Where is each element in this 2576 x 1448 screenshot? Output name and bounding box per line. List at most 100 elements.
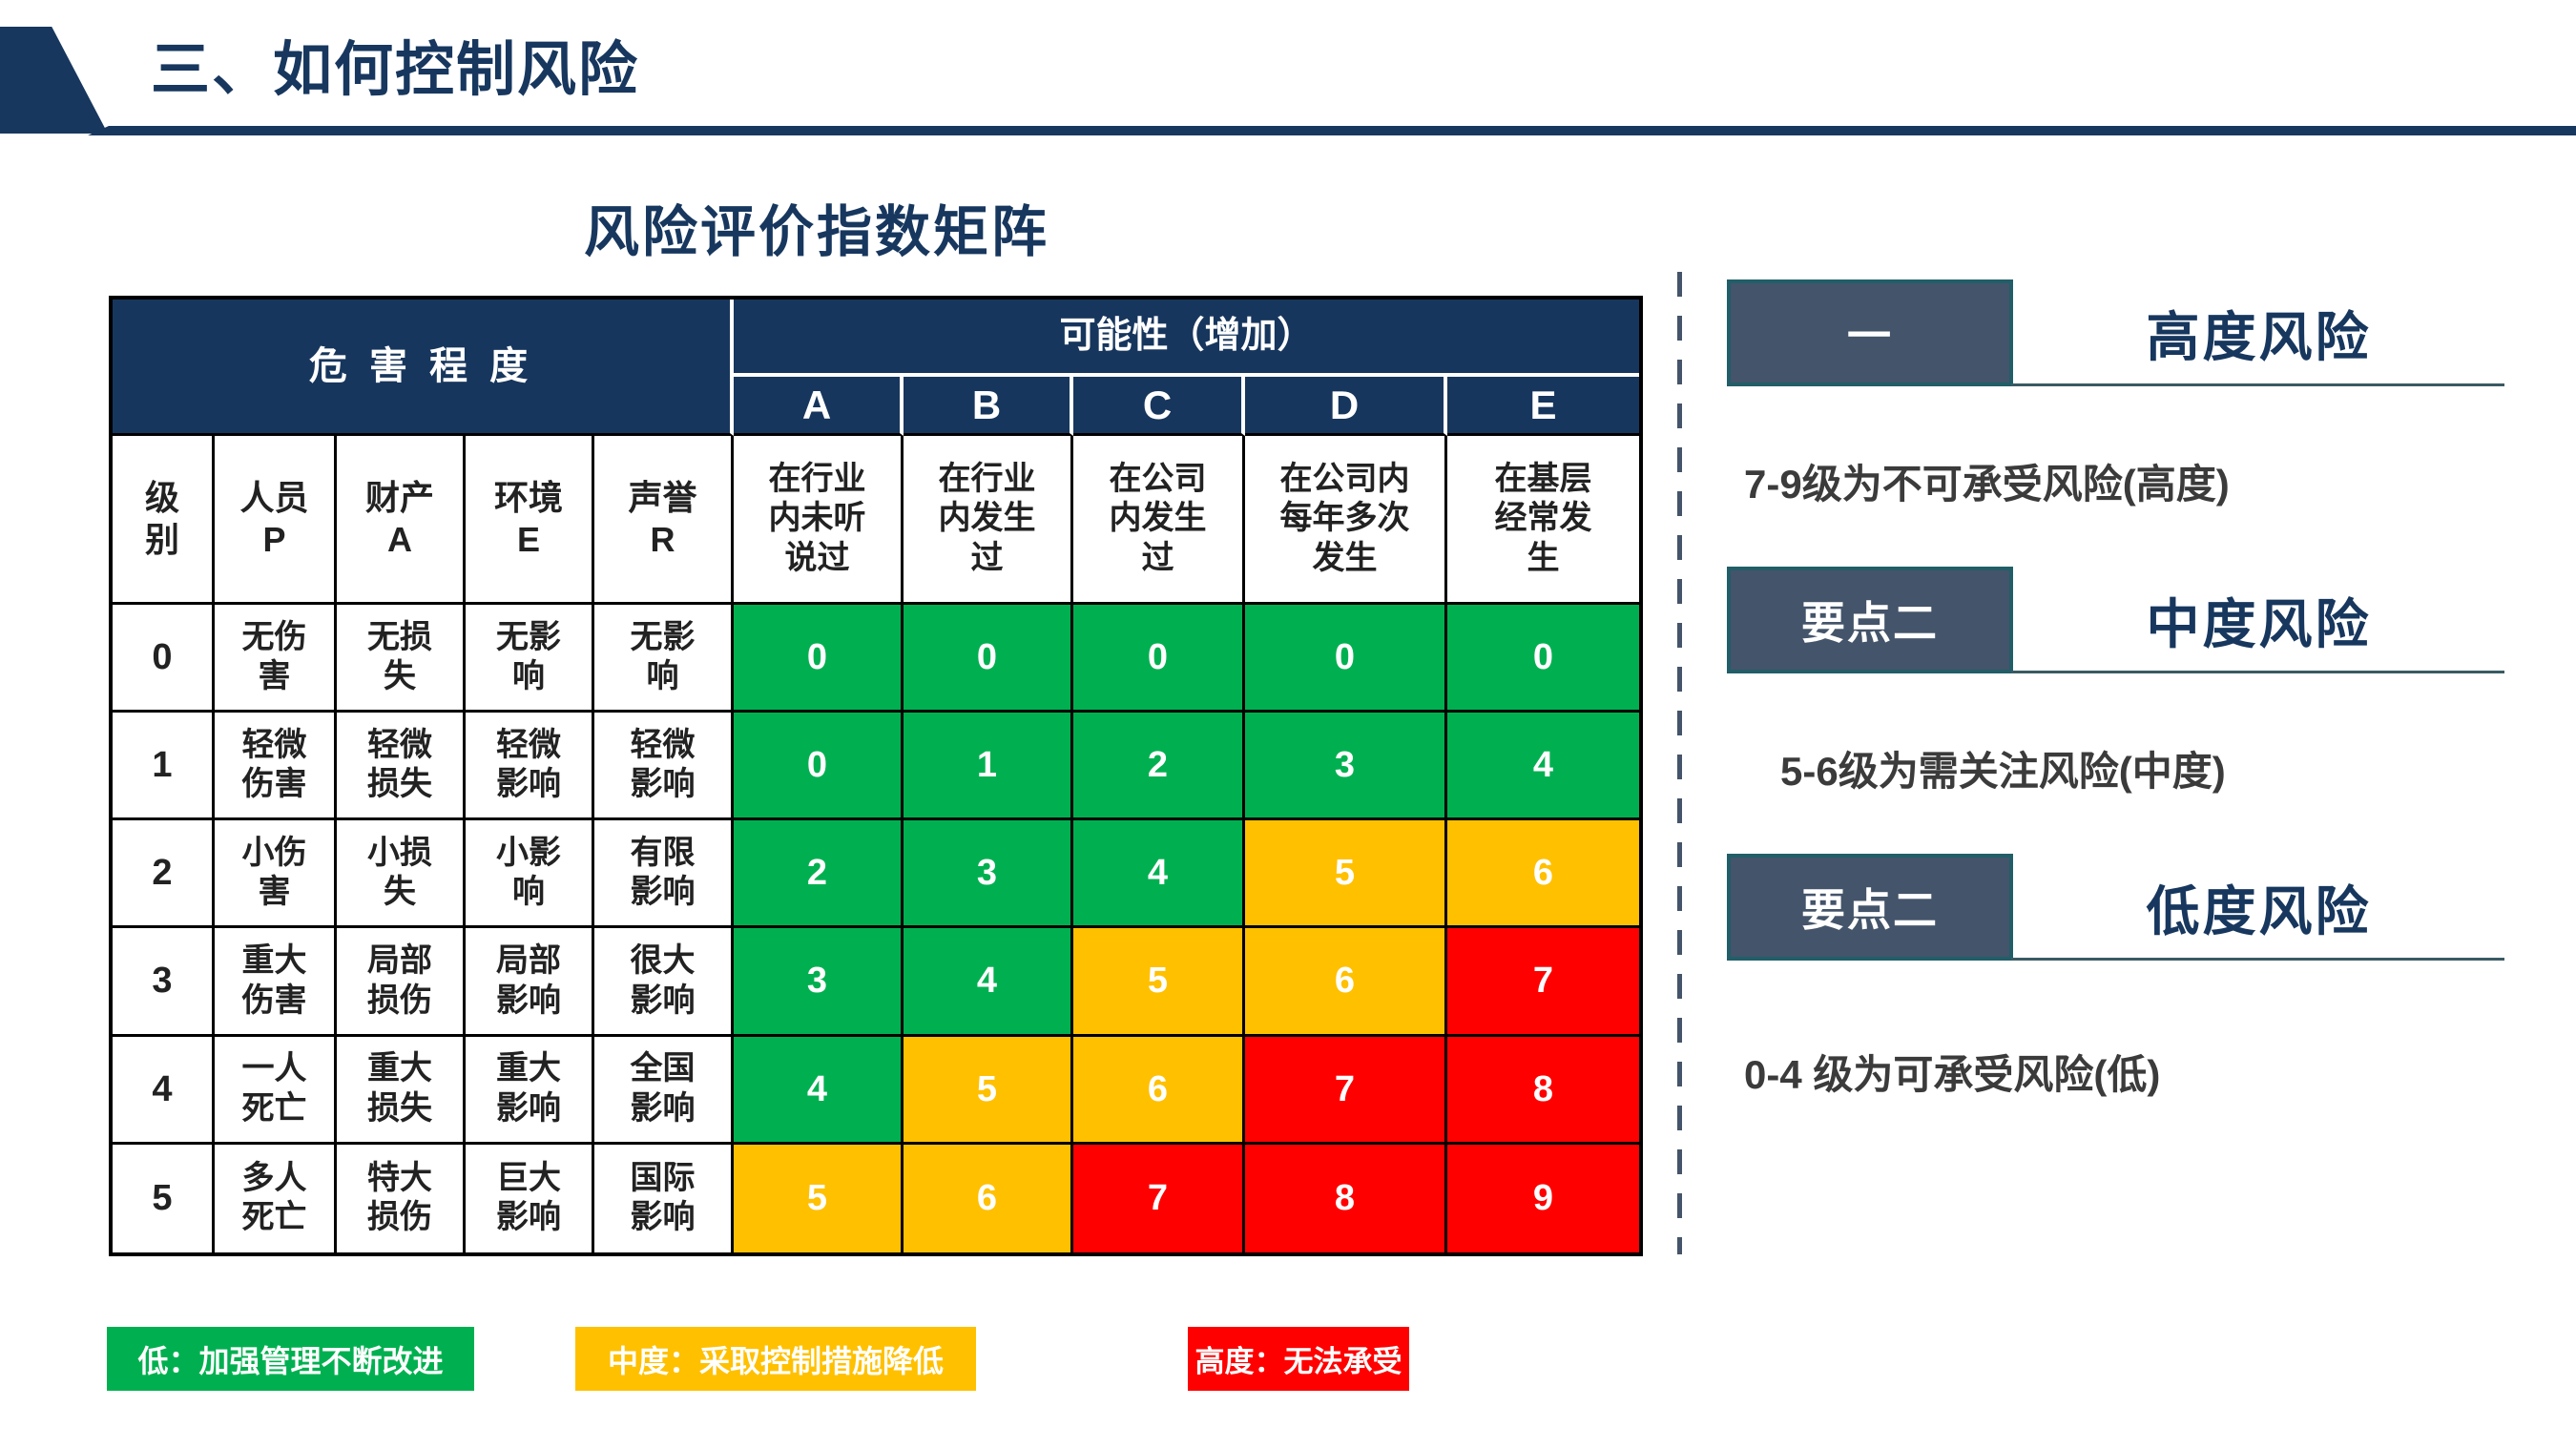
- matrix-cell-3-D: 6: [1245, 928, 1447, 1037]
- harm-col-header-4: 声誉 R: [594, 436, 734, 605]
- matrix-cell-3-C: 5: [1073, 928, 1245, 1037]
- matrix-cell-1-B: 1: [904, 713, 1073, 821]
- matrix-cell-1-A: 0: [734, 713, 904, 821]
- likelihood-desc-C: 在公司 内发生 过: [1073, 436, 1245, 605]
- harm-cell-4-2: 重大 影响: [466, 1036, 594, 1145]
- likelihood-col-C: C: [1073, 377, 1245, 436]
- harm-cell-1-3: 轻微 影响: [594, 713, 734, 821]
- level-cell-5: 5: [113, 1144, 215, 1252]
- harm-cell-5-2: 巨大 影响: [466, 1144, 594, 1252]
- matrix-cell-4-B: 5: [904, 1036, 1073, 1145]
- harm-cell-2-1: 小损 失: [337, 820, 466, 929]
- likelihood-desc-A: 在行业 内未听 说过: [734, 436, 904, 605]
- legend-high: 高度：无法承受: [1188, 1327, 1409, 1391]
- matrix-cell-4-D: 7: [1245, 1036, 1447, 1145]
- matrix-cell-3-B: 4: [904, 928, 1073, 1037]
- matrix-cell-5-E: 9: [1447, 1144, 1639, 1252]
- panel-title-low: 低度风险: [2146, 881, 2372, 941]
- likelihood-col-B: B: [904, 377, 1073, 436]
- level-cell-0: 0: [113, 605, 215, 714]
- harm-cell-1-2: 轻微 影响: [466, 713, 594, 821]
- harm-col-header-3: 环境 E: [466, 436, 594, 605]
- matrix-cell-5-B: 6: [904, 1144, 1073, 1252]
- harm-cell-2-0: 小伤 害: [215, 820, 337, 929]
- harm-degree-header: 危 害 程 度: [113, 300, 734, 436]
- panel-item-high: 一 高度风险 7-9级为不可承受风险(高度): [1727, 279, 2504, 537]
- matrix-cell-2-B: 3: [904, 820, 1073, 929]
- badge-medium: 要点二: [1727, 567, 2013, 673]
- panel-desc-medium: 5-6级为需关注风险(中度): [1780, 749, 2226, 794]
- dashed-divider: [1677, 272, 1682, 1254]
- likelihood-col-A: A: [734, 377, 904, 436]
- harm-cell-3-1: 局部 损伤: [337, 928, 466, 1037]
- matrix-cell-2-A: 2: [734, 820, 904, 929]
- panel-underline: [2011, 383, 2504, 386]
- likelihood-desc-B: 在行业 内发生 过: [904, 436, 1073, 605]
- panel-item-low: 要点二 低度风险 0-4 级为可承受风险(低): [1727, 854, 2504, 1111]
- matrix-cell-5-A: 5: [734, 1144, 904, 1252]
- matrix-cell-0-B: 0: [904, 605, 1073, 714]
- matrix-cell-4-E: 8: [1447, 1036, 1639, 1145]
- matrix-cell-4-A: 4: [734, 1036, 904, 1145]
- legend-medium: 中度：采取控制措施降低: [575, 1327, 976, 1391]
- matrix-cell-0-E: 0: [1447, 605, 1639, 714]
- harm-cell-0-3: 无影 响: [594, 605, 734, 714]
- matrix-title: 风险评价指数矩阵: [584, 201, 1050, 263]
- matrix-cell-5-C: 7: [1073, 1144, 1245, 1252]
- harm-cell-5-0: 多人 死亡: [215, 1144, 337, 1252]
- panel-title-high: 高度风险: [2146, 307, 2372, 367]
- matrix-cell-0-A: 0: [734, 605, 904, 714]
- harm-cell-2-2: 小影 响: [466, 820, 594, 929]
- harm-cell-1-0: 轻微 伤害: [215, 713, 337, 821]
- harm-col-header-1: 人员 P: [215, 436, 337, 605]
- panel-desc-high: 7-9级为不可承受风险(高度): [1744, 462, 2230, 507]
- badge-low: 要点二: [1727, 854, 2013, 961]
- harm-cell-0-1: 无损 失: [337, 605, 466, 714]
- likelihood-header: 可能性（增加）: [734, 300, 1639, 377]
- matrix-cell-3-E: 7: [1447, 928, 1639, 1037]
- matrix-cell-5-D: 8: [1245, 1144, 1447, 1252]
- title-underline: [88, 126, 2576, 135]
- badge-high: 一: [1727, 279, 2013, 386]
- matrix-cell-1-D: 3: [1245, 713, 1447, 821]
- harm-cell-3-2: 局部 影响: [466, 928, 594, 1037]
- harm-cell-4-1: 重大 损失: [337, 1036, 466, 1145]
- panel-desc-low: 0-4 级为可承受风险(低): [1744, 1052, 2161, 1097]
- likelihood-desc-D: 在公司内 每年多次 发生: [1245, 436, 1447, 605]
- level-cell-3: 3: [113, 928, 215, 1037]
- matrix-cell-2-C: 4: [1073, 820, 1245, 929]
- matrix-cell-3-A: 3: [734, 928, 904, 1037]
- likelihood-col-E: E: [1447, 377, 1639, 436]
- page-title: 三、如何控制风险: [151, 37, 640, 103]
- harm-cell-1-1: 轻微 损失: [337, 713, 466, 821]
- level-cell-2: 2: [113, 820, 215, 929]
- harm-cell-4-0: 一人 死亡: [215, 1036, 337, 1145]
- harm-cell-0-2: 无影 响: [466, 605, 594, 714]
- harm-col-header-2: 财产 A: [337, 436, 466, 605]
- panel-item-medium: 要点二 中度风险 5-6级为需关注风险(中度): [1727, 567, 2504, 824]
- harm-cell-5-3: 国际 影响: [594, 1144, 734, 1252]
- level-cell-4: 4: [113, 1036, 215, 1145]
- panel-underline: [2011, 671, 2504, 673]
- level-cell-1: 1: [113, 713, 215, 821]
- panel-underline: [2011, 958, 2504, 961]
- likelihood-desc-E: 在基层 经常发 生: [1447, 436, 1639, 605]
- likelihood-col-D: D: [1245, 377, 1447, 436]
- matrix-cell-0-C: 0: [1073, 605, 1245, 714]
- matrix-cell-4-C: 6: [1073, 1036, 1245, 1145]
- panel-title-medium: 中度风险: [2146, 594, 2372, 654]
- title-accent-shape: [0, 27, 108, 134]
- harm-col-header-0: 级 别: [113, 436, 215, 605]
- harm-cell-3-0: 重大 伤害: [215, 928, 337, 1037]
- matrix-cell-0-D: 0: [1245, 605, 1447, 714]
- matrix-cell-2-E: 6: [1447, 820, 1639, 929]
- matrix-cell-1-E: 4: [1447, 713, 1639, 821]
- harm-cell-3-3: 很大 影响: [594, 928, 734, 1037]
- legend-low: 低：加强管理不断改进: [107, 1327, 474, 1391]
- harm-cell-4-3: 全国 影响: [594, 1036, 734, 1145]
- matrix-cell-1-C: 2: [1073, 713, 1245, 821]
- harm-cell-2-3: 有限 影响: [594, 820, 734, 929]
- matrix-cell-2-D: 5: [1245, 820, 1447, 929]
